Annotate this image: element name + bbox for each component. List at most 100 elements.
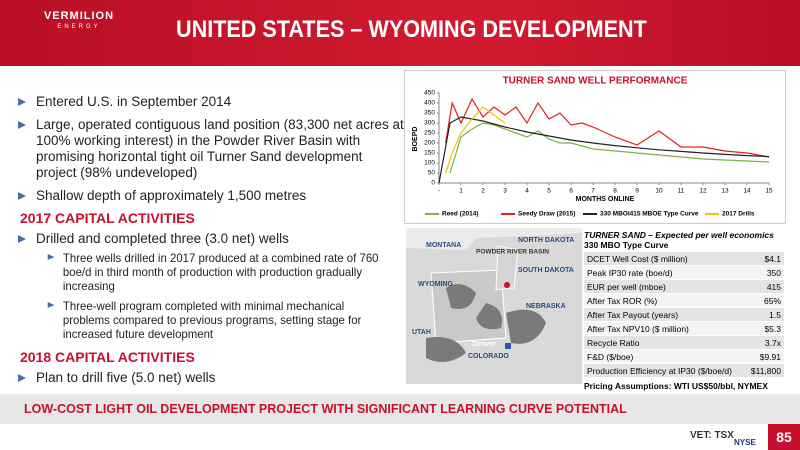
table-row: F&D ($/boe) $9.91 bbox=[584, 349, 784, 364]
table-row: Peak IP30 rate (boe/d) 350 bbox=[584, 265, 784, 280]
x-tick-label: 2 bbox=[481, 188, 485, 195]
table-subtitle: 330 MBO Type Curve bbox=[584, 240, 669, 250]
denver-marker bbox=[505, 343, 511, 349]
table-value: $4.1 bbox=[745, 252, 784, 266]
map-label: NEBRASKA bbox=[526, 303, 566, 310]
series-line bbox=[445, 106, 506, 174]
x-tick-label: - bbox=[438, 188, 440, 195]
bullet: Drilled and completed three (3.0 net) we… bbox=[4, 231, 404, 247]
x-tick-label: 11 bbox=[678, 188, 685, 195]
powder-river-basin bbox=[495, 245, 519, 291]
bullet: Shallow depth of approximately 1,500 met… bbox=[4, 188, 404, 204]
table-value: $9.91 bbox=[745, 349, 784, 364]
basin-shading bbox=[426, 284, 546, 362]
series-line bbox=[438, 116, 770, 184]
well-marker bbox=[504, 282, 510, 288]
y-tick-label: 100 bbox=[424, 160, 435, 167]
table-row: Recycle Ratio 3.7x bbox=[584, 335, 784, 350]
y-tick-label: 0 bbox=[431, 180, 435, 187]
chart-title: TURNER SAND WELL PERFORMANCE bbox=[503, 76, 688, 87]
series-line bbox=[445, 97, 770, 158]
table-row: Production Efficiency at IP30 ($/boe/d) $… bbox=[584, 363, 784, 378]
table-row: After Tax NPV10 ($ million) $5.3 bbox=[584, 321, 784, 336]
x-tick-label: 1 bbox=[459, 188, 463, 195]
header-bar bbox=[0, 0, 800, 66]
map-label: Denver bbox=[472, 341, 496, 348]
x-tick-label: 13 bbox=[721, 188, 729, 195]
section-heading: 2017 CAPITAL ACTIVITIES bbox=[20, 210, 195, 226]
bullet: Entered U.S. in September 2014 bbox=[4, 94, 404, 110]
x-tick-label: 12 bbox=[699, 188, 707, 195]
x-tick-label: 5 bbox=[547, 188, 551, 195]
content: Entered U.S. in September 2014 Large, op… bbox=[4, 94, 404, 386]
y-tick-label: 400 bbox=[424, 100, 435, 107]
table-value: 415 bbox=[745, 279, 784, 294]
x-tick-label: 7 bbox=[591, 188, 595, 195]
table-value: 1.5 bbox=[745, 307, 784, 322]
page-number: 85 bbox=[768, 424, 800, 450]
sub-bullet: Three wells drilled in 2017 produced at … bbox=[4, 251, 384, 293]
legend-label: Seedy Draw (2015) bbox=[518, 211, 575, 218]
map-label: POWDER RIVER BASIN bbox=[476, 249, 549, 256]
table-label: After Tax NPV10 ($ million) bbox=[584, 321, 746, 336]
table-value: $5.3 bbox=[745, 321, 784, 336]
logo-name: VERMILION bbox=[43, 10, 115, 22]
table-label: Production Efficiency at IP30 ($/boe/d) bbox=[584, 363, 746, 378]
y-tick-label: 200 bbox=[424, 140, 435, 147]
legend-label: 330 MBOI415 MBOE Type Curve bbox=[600, 211, 699, 218]
table-label: Peak IP30 rate (boe/d) bbox=[584, 265, 746, 280]
chart: TURNER SAND WELL PERFORMANCE BOEPD MONTH… bbox=[404, 70, 786, 224]
x-tick-label: 9 bbox=[635, 188, 639, 195]
y-tick-label: 250 bbox=[424, 130, 435, 137]
map-label: COLORADO bbox=[468, 353, 509, 360]
table-label: DCET Well Cost ($ million) bbox=[584, 252, 746, 266]
bullet: Plan to drill five (5.0 net) wells bbox=[4, 370, 404, 386]
map-label: WYOMING bbox=[418, 281, 454, 288]
y-tick-label: 350 bbox=[424, 110, 435, 117]
table-row: EUR per well (mboe) 415 bbox=[584, 279, 784, 294]
map-label: SOUTH DAKOTA bbox=[518, 267, 574, 274]
sub-bullet: Three-well program completed with minima… bbox=[4, 299, 384, 341]
table-value: 65% bbox=[745, 293, 784, 308]
nyse: NYSE bbox=[734, 438, 756, 447]
economics: TURNER SAND – Expected per well economic… bbox=[584, 230, 784, 403]
table-label: Recycle Ratio bbox=[584, 335, 746, 350]
map: MONTANA POWDER RIVER BASIN NORTH DAKOTA … bbox=[406, 228, 582, 384]
y-axis-label: BOEPD bbox=[412, 127, 419, 152]
x-tick-label: 14 bbox=[743, 188, 751, 195]
table-label: After Tax Payout (years) bbox=[584, 307, 746, 322]
table-value: 3.7x bbox=[745, 335, 784, 350]
legend-label: Reed (2014) bbox=[442, 211, 479, 218]
x-tick-label: 10 bbox=[655, 188, 663, 195]
table-label: After Tax ROR (%) bbox=[584, 293, 746, 308]
y-tick-label: 50 bbox=[428, 170, 436, 177]
x-tick-label: 3 bbox=[503, 188, 507, 195]
bullet: Large, operated contiguous land position… bbox=[4, 117, 404, 181]
x-tick-label: 4 bbox=[525, 188, 529, 195]
table-label: EUR per well (mboe) bbox=[584, 279, 746, 294]
table-title: TURNER SAND – Expected per well economic… bbox=[584, 230, 774, 240]
logo-sub: ENERGY bbox=[57, 24, 101, 30]
logo: VERMILION ENERGY bbox=[14, 10, 144, 30]
map-label: UTAH bbox=[412, 329, 431, 336]
x-tick-label: 15 bbox=[765, 188, 773, 195]
table-row: After Tax ROR (%) 65% bbox=[584, 293, 784, 308]
x-tick-label: 8 bbox=[613, 188, 617, 195]
banner: LOW-COST LIGHT OIL DEVELOPMENT PROJECT W… bbox=[0, 394, 800, 424]
table: DCET Well Cost ($ million) $4.1 Peak IP30 … bbox=[584, 252, 784, 378]
section-heading: 2018 CAPITAL ACTIVITIES bbox=[20, 349, 195, 365]
table-row: DCET Well Cost ($ million) $4.1 bbox=[584, 252, 784, 266]
title: UNITED STATES – WYOMING DEVELOPMENT bbox=[176, 16, 647, 43]
y-tick-label: 450 bbox=[424, 90, 435, 97]
x-tick-label: 6 bbox=[569, 188, 573, 195]
y-tick-label: 300 bbox=[424, 120, 435, 127]
x-axis-label: MONTHS ONLINE bbox=[576, 196, 635, 203]
banner-text: LOW-COST LIGHT OIL DEVELOPMENT PROJECT W… bbox=[24, 402, 627, 416]
map-label: MONTANA bbox=[426, 242, 461, 249]
series-line bbox=[449, 122, 770, 174]
table-value: $11,800 bbox=[745, 363, 784, 378]
table-value: 350 bbox=[745, 265, 784, 280]
table-label: F&D ($/boe) bbox=[584, 349, 746, 364]
exchange: VET: TSX bbox=[690, 430, 734, 441]
